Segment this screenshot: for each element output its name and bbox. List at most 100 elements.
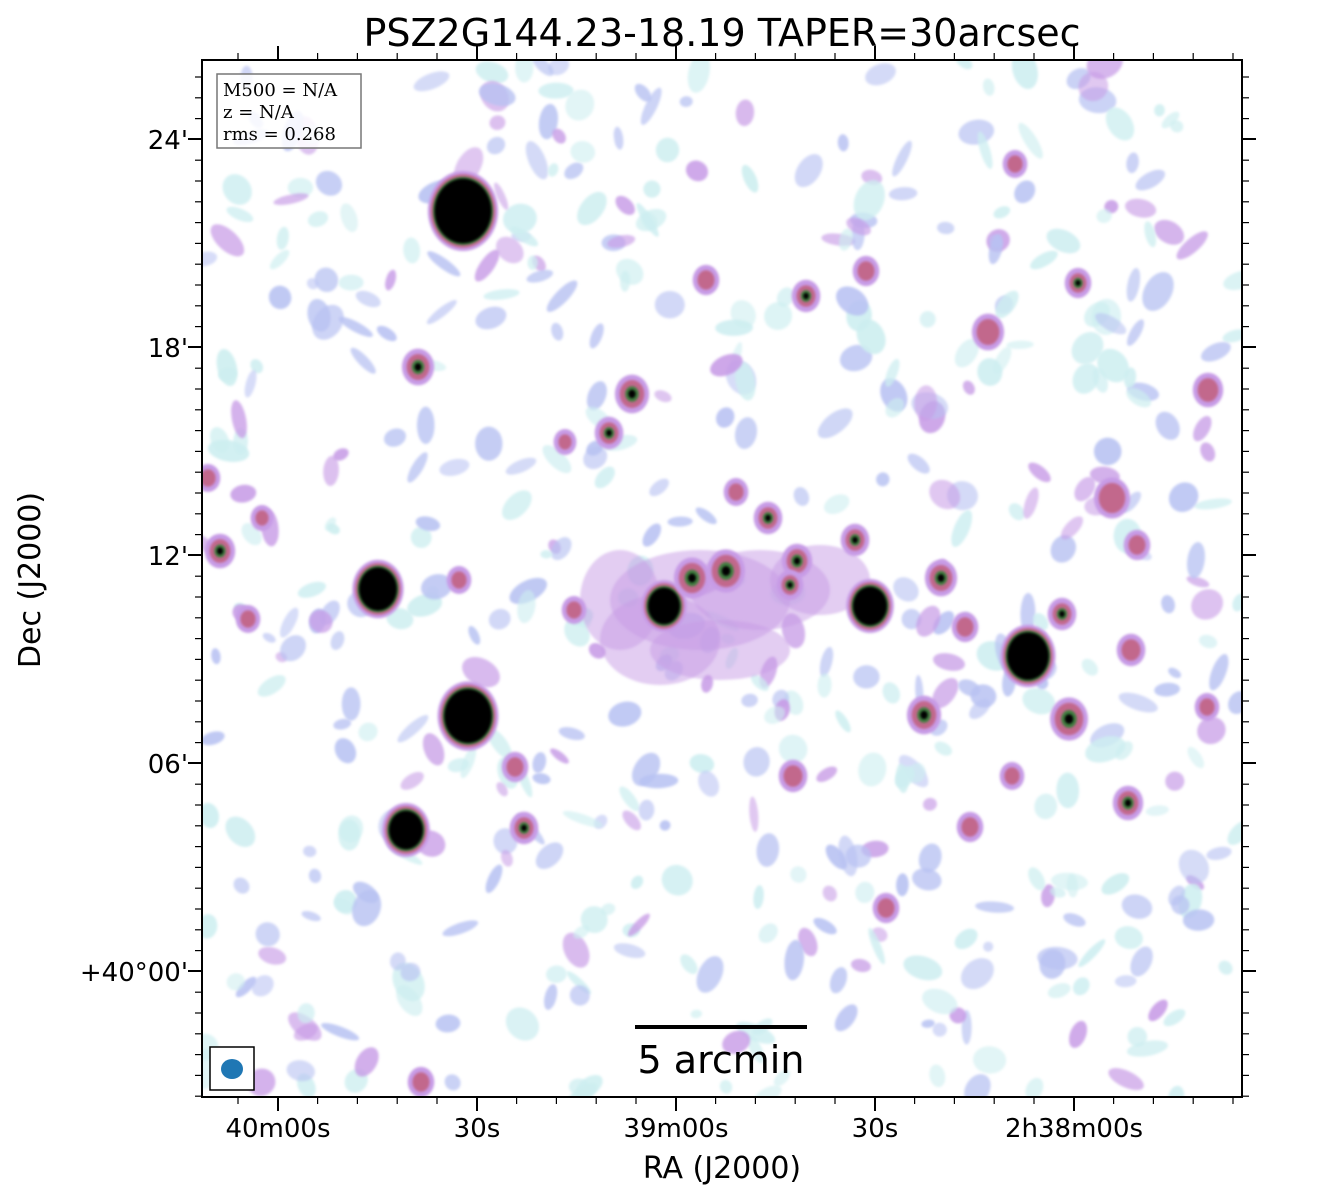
noise-blob xyxy=(286,1060,315,1082)
diffuse-emission xyxy=(650,620,790,680)
noise-blob xyxy=(695,507,717,525)
noise-blob xyxy=(955,60,973,70)
radio-source xyxy=(501,751,529,783)
radio-source xyxy=(781,543,813,579)
x-tick-label: 39m00s xyxy=(623,1114,728,1144)
noise-blob xyxy=(301,911,321,922)
radio-source xyxy=(427,171,499,251)
source-contour xyxy=(857,261,875,281)
noise-blob xyxy=(397,715,429,743)
noise-blob xyxy=(225,816,256,848)
noise-blob xyxy=(1063,913,1086,927)
noise-blob xyxy=(495,236,524,264)
noise-blob xyxy=(929,1064,946,1088)
noise-blob xyxy=(914,385,938,421)
noise-blob xyxy=(389,952,406,971)
noise-blob xyxy=(268,285,292,310)
noise-blob xyxy=(326,523,340,535)
noise-blob xyxy=(896,873,909,897)
noise-blob xyxy=(1197,716,1226,745)
radio-source xyxy=(1112,785,1144,821)
noise-blob xyxy=(202,251,218,267)
noise-blob xyxy=(1028,867,1046,891)
noise-blob xyxy=(487,728,512,759)
noise-blob xyxy=(977,131,993,169)
noise-blob xyxy=(550,537,572,561)
noise-blob xyxy=(885,397,905,418)
y-tick-label: 24' xyxy=(148,126,188,156)
noise-blob xyxy=(209,427,230,453)
noise-blob xyxy=(954,928,978,950)
noise-blob xyxy=(427,251,461,277)
noise-blob xyxy=(1182,909,1215,931)
noise-blob xyxy=(547,163,559,177)
noise-blob xyxy=(983,941,994,952)
noise-blob xyxy=(483,289,520,300)
noise-blob xyxy=(882,682,901,704)
noise-blob xyxy=(527,255,538,270)
noise-blob xyxy=(1049,886,1066,898)
radio-source xyxy=(956,811,984,843)
noise-blob xyxy=(1161,111,1180,129)
noise-blob xyxy=(589,323,604,349)
noise-blob xyxy=(297,1003,315,1024)
noise-blob xyxy=(233,877,250,894)
noise-blob xyxy=(303,845,317,858)
noise-blob xyxy=(1199,634,1218,649)
noise-blob xyxy=(993,206,1011,219)
x-tick-labels: 40m00s 30s 39m00s 30s 2h38m00s xyxy=(225,1114,1143,1144)
noise-blob xyxy=(659,820,671,831)
noise-blob xyxy=(235,976,257,998)
radio-source xyxy=(906,695,942,735)
radio-source xyxy=(971,313,1005,351)
source-contour xyxy=(1059,610,1065,618)
y-tick-label: 12' xyxy=(148,542,188,572)
noise-blob xyxy=(1142,272,1174,311)
radio-source xyxy=(641,580,687,632)
noise-blob xyxy=(600,903,616,916)
noise-blob xyxy=(858,752,887,787)
radio-source xyxy=(594,416,624,450)
noise-blob xyxy=(565,89,595,121)
noise-blob xyxy=(1155,411,1180,440)
noise-blob xyxy=(486,136,506,155)
radio-source xyxy=(1123,529,1151,561)
noise-blob xyxy=(962,380,975,395)
noise-blob xyxy=(415,516,441,532)
noise-blob xyxy=(276,226,289,250)
noise-blob xyxy=(355,290,381,308)
axis-ticks xyxy=(188,46,1256,1111)
noise-blob xyxy=(973,1046,1007,1074)
noise-blob xyxy=(638,799,655,821)
radio-source xyxy=(553,429,577,455)
noise-blob xyxy=(257,675,286,697)
noise-blob xyxy=(937,221,955,235)
noise-blob xyxy=(211,648,221,665)
source-contour xyxy=(628,389,636,399)
noise-blob xyxy=(439,458,470,476)
noise-blob xyxy=(1126,152,1139,174)
radio-source xyxy=(1116,633,1146,667)
noise-blob xyxy=(893,577,919,602)
noise-blob xyxy=(922,988,958,1015)
noise-blob xyxy=(250,359,264,374)
radio-source xyxy=(509,811,539,845)
noise-blob xyxy=(970,684,997,708)
source-contour xyxy=(1004,767,1020,785)
noise-blob xyxy=(607,235,636,248)
noise-blob xyxy=(376,325,397,342)
noise-blob xyxy=(819,646,834,677)
noise-blob xyxy=(1095,313,1127,335)
noise-blob xyxy=(1187,542,1205,579)
radio-source xyxy=(407,1066,435,1097)
noise-blob xyxy=(1209,653,1229,691)
figure-title: PSZ2G144.23-18.19 TAPER=30arcsec xyxy=(363,11,1080,55)
noise-blob xyxy=(649,478,669,497)
source-contour xyxy=(1124,799,1132,807)
noise-blob xyxy=(1193,415,1212,442)
source-contour xyxy=(434,178,492,244)
source-contour xyxy=(647,587,681,625)
radio-source xyxy=(614,374,650,414)
noise-blob xyxy=(383,428,407,447)
